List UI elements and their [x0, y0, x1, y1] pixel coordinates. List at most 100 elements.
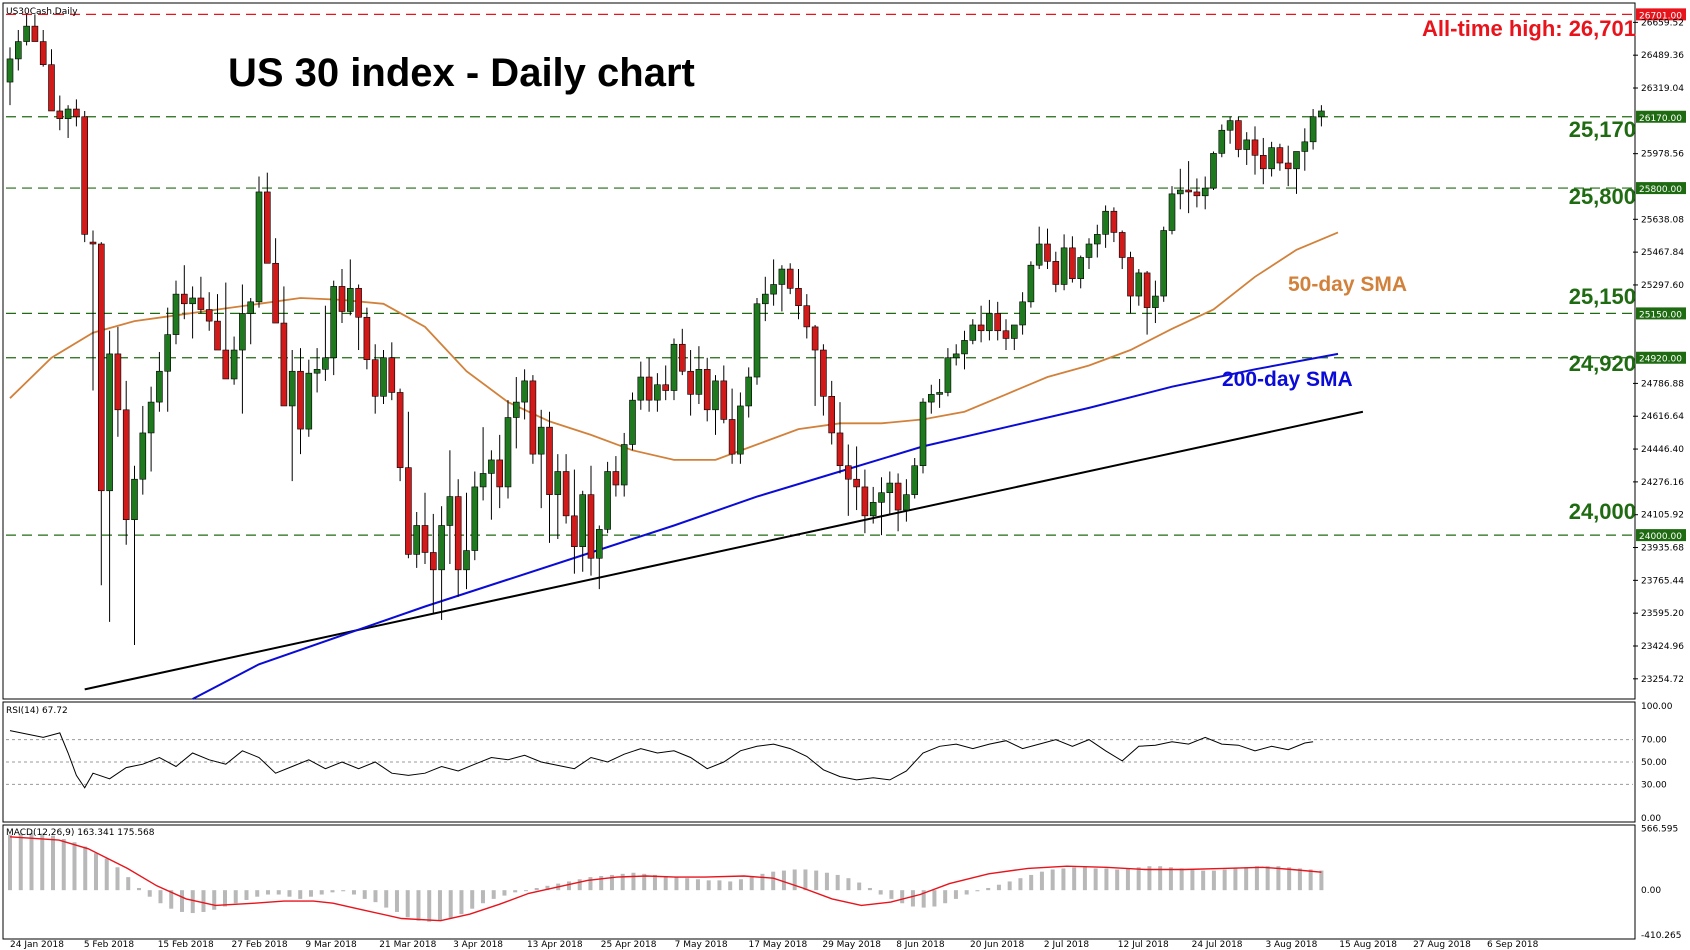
macd-histogram-bar — [362, 890, 367, 899]
date-tick-label: 15 Feb 2018 — [158, 940, 214, 950]
macd-histogram-bar — [652, 874, 657, 891]
candle-bullish — [1077, 257, 1084, 280]
candle-bearish — [1185, 189, 1192, 193]
macd-histogram-bar — [695, 879, 700, 891]
macd-histogram-bar — [943, 890, 948, 904]
macd-histogram-bar — [233, 890, 238, 904]
candle-bullish — [886, 482, 894, 494]
price-tick-label: 25978.56 — [1641, 150, 1684, 160]
level-price-tag — [1636, 351, 1686, 364]
macd-histogram-bar — [1082, 867, 1087, 891]
macd-histogram-bar — [867, 887, 872, 891]
macd-histogram-bar — [212, 890, 217, 910]
date-tick-label: 5 Feb 2018 — [84, 940, 135, 950]
macd-histogram-bar — [620, 873, 625, 891]
candle-bearish — [122, 409, 130, 520]
candle-bearish — [1044, 243, 1051, 262]
price-tick-label: 26659.52 — [1641, 18, 1684, 28]
candle-bullish — [903, 494, 910, 511]
macd-histogram-bar — [964, 890, 969, 895]
macd-histogram-bar — [179, 890, 184, 912]
candle-bullish — [471, 486, 479, 551]
candle-bullish — [164, 334, 171, 372]
macd-histogram-bar — [1147, 866, 1152, 891]
macd-histogram-bar — [1201, 870, 1206, 891]
date-tick-label: 25 Apr 2018 — [601, 940, 657, 950]
candle-bullish — [737, 405, 744, 455]
macd-histogram-bar — [1319, 870, 1324, 891]
macd-histogram-bar — [255, 890, 260, 897]
candle-bearish — [280, 322, 288, 407]
macd-histogram-bar — [534, 887, 539, 891]
macd-histogram-bar — [190, 890, 195, 914]
macd-histogram-bar — [513, 890, 518, 893]
candle-bullish — [139, 432, 147, 480]
candle-bearish — [894, 482, 902, 511]
candle-bullish — [1318, 110, 1325, 118]
candle-bullish — [438, 525, 445, 571]
level-26170-annotation: 25,170 — [1569, 117, 1636, 142]
candle-bullish — [878, 492, 885, 503]
price-tick-label: 23935.68 — [1641, 544, 1684, 554]
price-tick-label: 25297.60 — [1641, 281, 1684, 291]
candle-bearish — [48, 64, 55, 112]
moving-averages-layer — [9, 231, 1339, 700]
date-tick-label: 13 Apr 2018 — [527, 940, 583, 950]
candle-bearish — [181, 293, 188, 305]
macd-histogram-bar — [169, 890, 174, 909]
date-tick-label: 20 Jun 2018 — [970, 940, 1024, 950]
macd-histogram-bar — [126, 877, 131, 891]
macd-histogram-bar — [900, 890, 905, 904]
candle-bearish — [297, 370, 304, 430]
candle-bullish — [156, 370, 163, 403]
candle-bullish — [504, 417, 512, 488]
rsi-label: RSI(14) 67.72 — [6, 706, 68, 716]
sma50-line — [9, 231, 1339, 461]
macd-histogram-bar — [685, 878, 690, 891]
macd-histogram-bar — [566, 881, 571, 891]
macd-histogram-bar — [1072, 867, 1077, 891]
macd-histogram-bar — [599, 876, 604, 891]
candle-bearish — [811, 326, 819, 351]
macd-histogram-bar — [728, 881, 733, 891]
level-price-tag-text: 26170.00 — [1639, 114, 1682, 124]
candle-bullish — [1160, 230, 1167, 297]
candle-bullish — [322, 357, 329, 370]
macd-histogram-bar — [1050, 869, 1055, 891]
candle-bearish — [720, 380, 728, 420]
candle-bullish — [1168, 193, 1176, 231]
macd-histogram-bar — [609, 874, 614, 891]
candle-bearish — [977, 324, 985, 332]
macd-tick-label: 566.595 — [1641, 824, 1678, 834]
ath-annotation: All-time high: 26,701 — [1422, 16, 1636, 41]
candle-bearish — [861, 486, 869, 517]
level-24000-annotation: 24,000 — [1569, 499, 1636, 524]
candle-bullish — [1177, 189, 1184, 195]
macd-histogram-bar — [1179, 868, 1184, 891]
candle-bearish — [81, 116, 88, 235]
level-24920-annotation: 24,920 — [1569, 351, 1636, 376]
candle-bearish — [1276, 147, 1284, 164]
macd-histogram-bar — [953, 890, 958, 899]
candle-bearish — [1127, 257, 1134, 297]
candle-bullish — [413, 525, 421, 555]
candle-bearish — [1235, 120, 1242, 150]
macd-histogram-bar — [222, 890, 227, 907]
level-25800-annotation: 25,800 — [1569, 184, 1636, 209]
macd-histogram-bar — [545, 885, 550, 891]
macd-histogram-bar — [878, 890, 883, 895]
price-tick-label: 26489.36 — [1641, 51, 1684, 61]
date-tick-label: 12 Jul 2018 — [1118, 940, 1169, 950]
macd-histogram-bar — [50, 835, 55, 891]
candle-bearish — [546, 426, 553, 495]
candle-bullish — [189, 297, 196, 305]
price-tick-label: 24105.92 — [1641, 511, 1684, 521]
macd-histogram-bar — [480, 890, 485, 904]
macd-signal-line — [9, 836, 1322, 922]
macd-histogram-bar — [1029, 874, 1034, 891]
level-price-tag-text: 25150.00 — [1639, 310, 1682, 320]
candle-bullish — [969, 324, 977, 341]
candle-bullish — [1019, 301, 1026, 326]
rsi-tick-label: 70.00 — [1641, 736, 1667, 746]
macd-histogram-bar — [1233, 868, 1238, 891]
